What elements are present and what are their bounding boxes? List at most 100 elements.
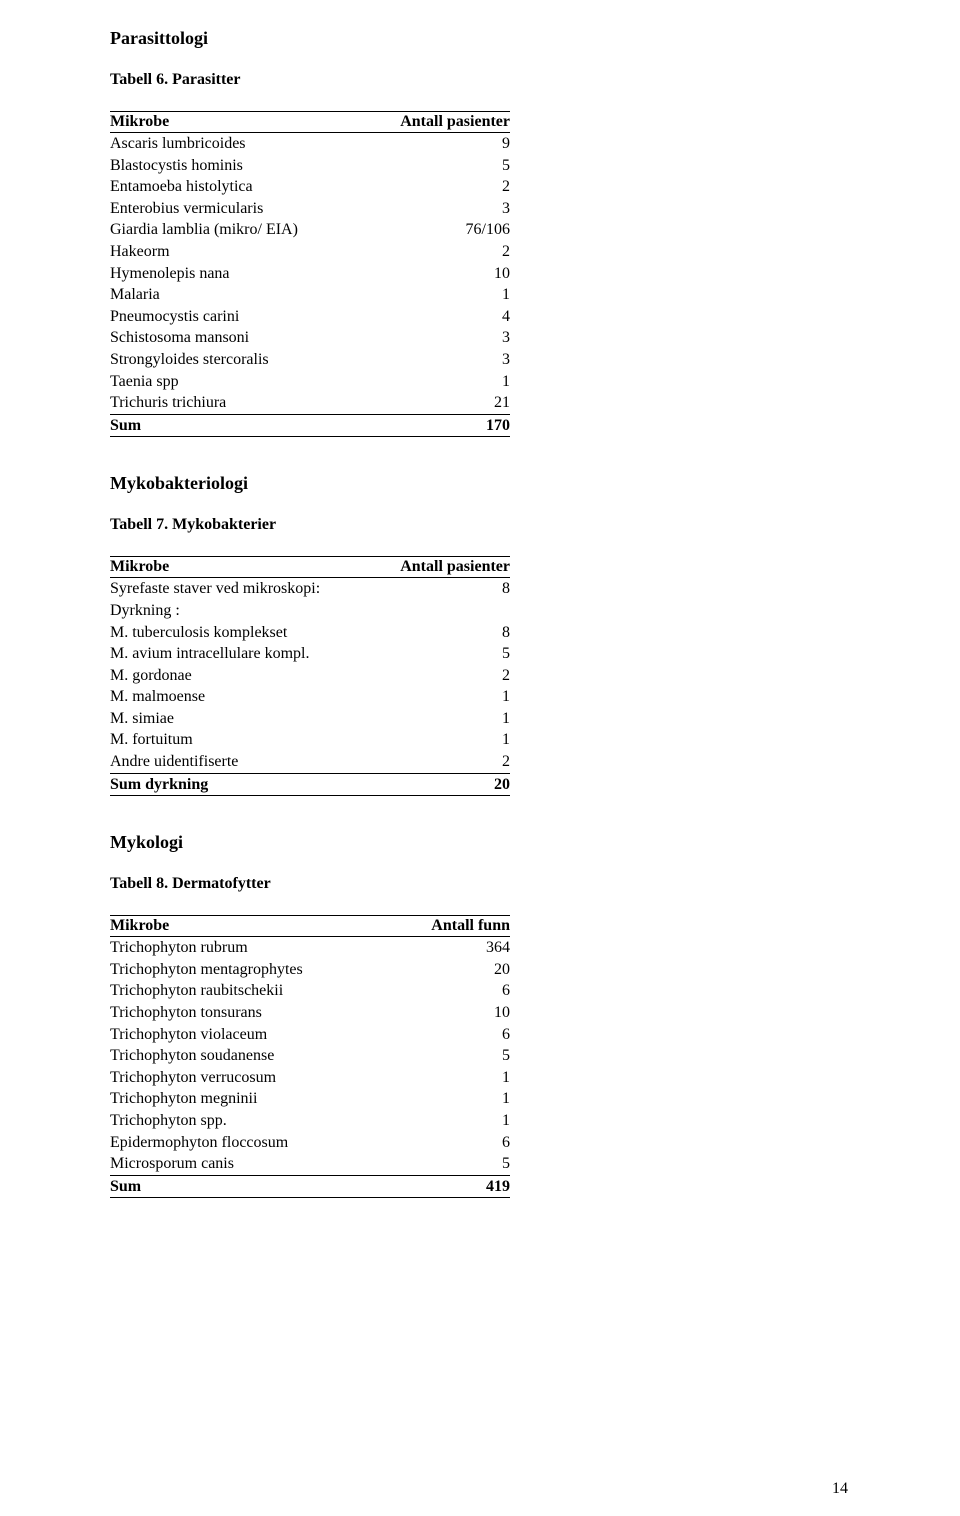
- table-cell-label: M. simiae: [110, 708, 373, 730]
- table-cell-label: Blastocystis hominis: [110, 155, 363, 177]
- table-cell-value: 1: [363, 284, 511, 306]
- table-row: Trichophyton mentagrophytes20: [110, 959, 510, 981]
- table-cell-value: 3: [363, 349, 511, 371]
- table-cell-value: 10: [363, 263, 511, 285]
- table-cell-value: 6: [394, 1132, 510, 1154]
- table-cell-value: 5: [363, 155, 511, 177]
- table-cell-label: Trichophyton raubitschekii: [110, 980, 394, 1002]
- table-row: Pneumocystis carini4: [110, 306, 510, 328]
- table-row: Trichophyton violaceum6: [110, 1024, 510, 1046]
- table8-title: Tabell 8. Dermatofytter: [110, 875, 850, 893]
- table-cell-label: M. avium intracellulare kompl.: [110, 643, 373, 665]
- table-cell-label: Trichuris trichiura: [110, 392, 363, 414]
- table-row: M. gordonae2: [110, 665, 510, 687]
- table-row: Trichophyton verrucosum1: [110, 1067, 510, 1089]
- table-row: Trichophyton spp.1: [110, 1110, 510, 1132]
- table-cell-value: 10: [394, 1002, 510, 1024]
- table-cell-label: Trichophyton spp.: [110, 1110, 394, 1132]
- table-row: Trichophyton raubitschekii6: [110, 980, 510, 1002]
- table7-col2: Antall pasienter: [373, 557, 510, 578]
- table-cell-value: 2: [373, 665, 510, 687]
- table-cell-value: 2: [363, 241, 511, 263]
- table-cell-label: Strongyloides stercoralis: [110, 349, 363, 371]
- table7-col1: Mikrobe: [110, 557, 373, 578]
- page-number: 14: [832, 1480, 848, 1498]
- table-row: M. simiae1: [110, 708, 510, 730]
- table6-col2: Antall pasienter: [363, 112, 511, 133]
- section-mykologi-title: Mykologi: [110, 832, 850, 853]
- table6-col1: Mikrobe: [110, 112, 363, 133]
- table6: Mikrobe Antall pasienter Ascaris lumbric…: [110, 111, 510, 437]
- table-cell-value: 5: [373, 643, 510, 665]
- table8-col2: Antall funn: [394, 916, 510, 937]
- table-cell-value: 5: [394, 1045, 510, 1067]
- table-sum-row: Sum170: [110, 414, 510, 437]
- table-cell-label: M. malmoense: [110, 686, 373, 708]
- table-cell-label: Malaria: [110, 284, 363, 306]
- table-cell-label: Microsporum canis: [110, 1153, 394, 1175]
- table-row: Trichophyton soudanense5: [110, 1045, 510, 1067]
- table-cell-label: Andre uidentifiserte: [110, 751, 373, 773]
- table-cell-value: 2: [373, 751, 510, 773]
- section-mykobakteriologi-title: Mykobakteriologi: [110, 473, 850, 494]
- table6-body: Ascaris lumbricoides9Blastocystis homini…: [110, 133, 510, 437]
- table-row: Hakeorm2: [110, 241, 510, 263]
- table-cell-label: Trichophyton verrucosum: [110, 1067, 394, 1089]
- table-cell-value: 6: [394, 980, 510, 1002]
- table-cell-label: Syrefaste staver ved mikroskopi:: [110, 578, 373, 600]
- table-row: Hymenolepis nana10: [110, 263, 510, 285]
- table-cell-label: Epidermophyton floccosum: [110, 1132, 394, 1154]
- table-cell-label: Giardia lamblia (mikro/ EIA): [110, 219, 363, 241]
- table-row: Syrefaste staver ved mikroskopi:8: [110, 578, 510, 600]
- table-cell-label: Enterobius vermicularis: [110, 198, 363, 220]
- table-cell-label: Trichophyton soudanense: [110, 1045, 394, 1067]
- table-cell-value: 1: [394, 1067, 510, 1089]
- table-row: Dyrkning :: [110, 600, 510, 622]
- table-cell-label: M. tuberculosis komplekset: [110, 622, 373, 644]
- table-row: Entamoeba histolytica2: [110, 176, 510, 198]
- table-cell-value: 9: [363, 133, 511, 155]
- table-cell-label: Hakeorm: [110, 241, 363, 263]
- table-row: Epidermophyton floccosum6: [110, 1132, 510, 1154]
- table-cell-value: 1: [394, 1088, 510, 1110]
- table-sum-value: 20: [373, 773, 510, 796]
- table-cell-value: 1: [373, 708, 510, 730]
- table-row: Microsporum canis5: [110, 1153, 510, 1175]
- table-cell-value: 1: [363, 371, 511, 393]
- table-cell-value: 4: [363, 306, 511, 328]
- table-sum-row: Sum dyrkning20: [110, 773, 510, 796]
- table-row: Trichuris trichiura21: [110, 392, 510, 414]
- table-row: M. malmoense1: [110, 686, 510, 708]
- table7: Mikrobe Antall pasienter Syrefaste stave…: [110, 556, 510, 796]
- table-cell-label: Ascaris lumbricoides: [110, 133, 363, 155]
- table-cell-label: M. fortuitum: [110, 729, 373, 751]
- section-parasittologi-title: Parasittologi: [110, 28, 850, 49]
- table-cell-value: 1: [394, 1110, 510, 1132]
- table-cell-value: 1: [373, 686, 510, 708]
- table-cell-label: Trichophyton rubrum: [110, 937, 394, 959]
- table-row: Trichophyton rubrum364: [110, 937, 510, 959]
- table7-body: Syrefaste staver ved mikroskopi:8Dyrknin…: [110, 578, 510, 796]
- table-sum-row: Sum419: [110, 1175, 510, 1198]
- table-cell-label: Trichophyton megninii: [110, 1088, 394, 1110]
- table-cell-value: 76/106: [363, 219, 511, 241]
- table-sum-value: 170: [363, 414, 511, 437]
- table8: Mikrobe Antall funn Trichophyton rubrum3…: [110, 915, 510, 1198]
- table-cell-value: 21: [363, 392, 511, 414]
- table-cell-value: 8: [373, 578, 510, 600]
- table-row: M. tuberculosis komplekset8: [110, 622, 510, 644]
- table-row: Trichophyton megninii1: [110, 1088, 510, 1110]
- table-cell-value: 8: [373, 622, 510, 644]
- table-cell-label: Trichophyton mentagrophytes: [110, 959, 394, 981]
- table-row: Taenia spp1: [110, 371, 510, 393]
- table-row: Ascaris lumbricoides9: [110, 133, 510, 155]
- table-cell-label: M. gordonae: [110, 665, 373, 687]
- table-row: Trichophyton tonsurans10: [110, 1002, 510, 1024]
- table-cell-value: 3: [363, 198, 511, 220]
- table-sum-value: 419: [394, 1175, 510, 1198]
- table-row: Schistosoma mansoni3: [110, 327, 510, 349]
- dyrkning-label: Dyrkning :: [110, 600, 510, 622]
- table-row: M. fortuitum1: [110, 729, 510, 751]
- table-row: M. avium intracellulare kompl.5: [110, 643, 510, 665]
- table-sum-label: Sum: [110, 1175, 394, 1198]
